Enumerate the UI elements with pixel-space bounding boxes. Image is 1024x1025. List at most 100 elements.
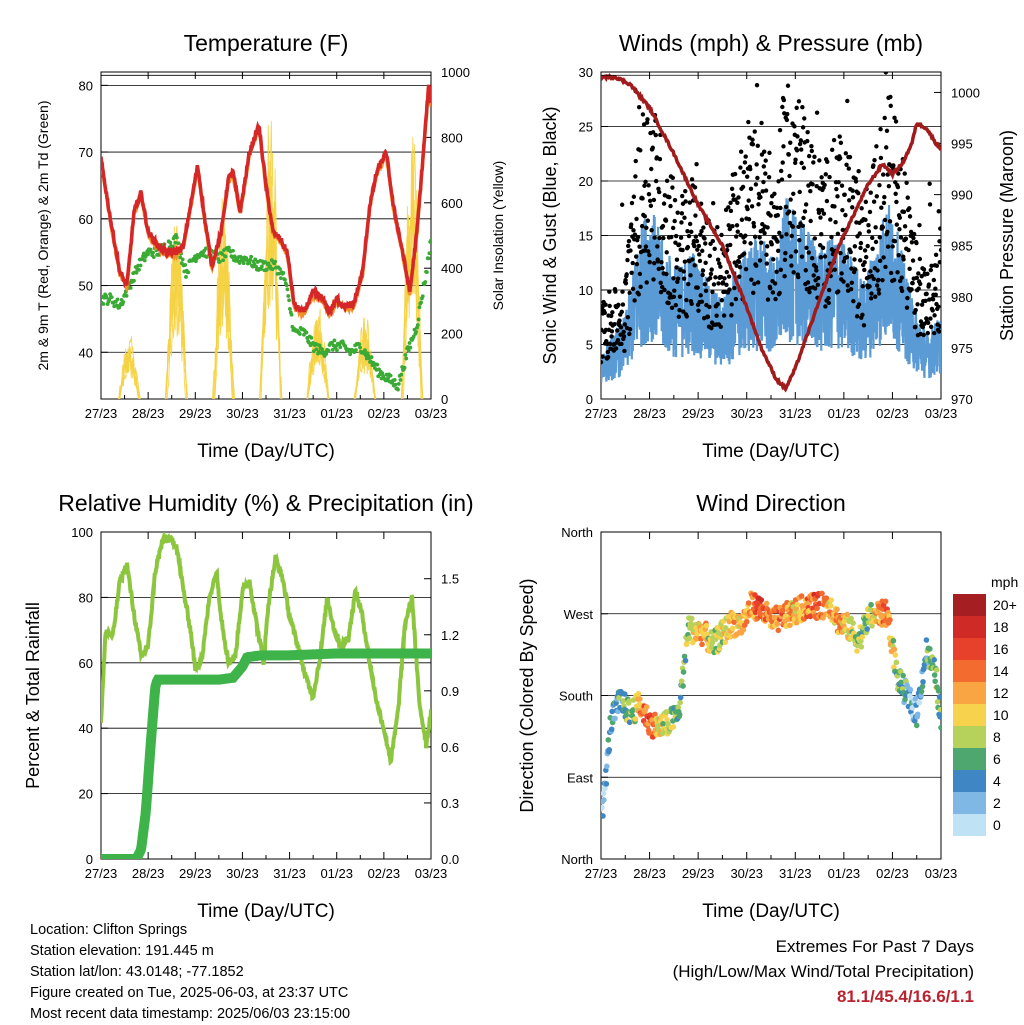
x-tick-label: 01/23 <box>828 866 861 881</box>
gust-point <box>882 194 887 200</box>
gust-point <box>707 304 712 310</box>
gust-point <box>805 280 811 285</box>
gust-point <box>739 217 745 222</box>
x-tick-label: 03/23 <box>415 866 448 881</box>
gust-point <box>692 185 698 190</box>
gust-point <box>775 239 780 244</box>
gust-point <box>689 177 695 182</box>
gust-point <box>823 172 828 177</box>
x-tick-label: 28/23 <box>132 866 165 881</box>
dewpoint-point <box>426 256 431 261</box>
dewpoint-point <box>278 267 282 271</box>
gust-point <box>762 149 767 154</box>
gust-point <box>920 324 926 330</box>
gust-point <box>840 227 845 233</box>
direction-point <box>622 691 628 697</box>
gust-point <box>801 165 807 171</box>
dewpoint-point <box>264 267 269 272</box>
y2-tick-label: 400 <box>441 261 463 276</box>
gust-point <box>901 209 907 215</box>
legend-swatch <box>953 726 986 748</box>
gust-point <box>893 119 899 124</box>
direction-point <box>605 737 612 743</box>
gust-point <box>845 283 850 288</box>
direction-point <box>601 813 606 819</box>
station-latlon: Station lat/lon: 43.0148; -77.1852 <box>30 964 244 980</box>
dewpoint-point <box>176 241 181 246</box>
gust-point <box>932 313 937 318</box>
gust-point <box>726 274 732 279</box>
gust-point <box>843 212 848 218</box>
gust-point <box>933 292 938 297</box>
gust-point <box>651 277 656 282</box>
legend-label: 16 <box>993 641 1009 657</box>
gust-point <box>664 250 669 255</box>
gust-point <box>668 203 673 209</box>
gust-point <box>835 194 840 199</box>
gust-point <box>842 192 847 197</box>
y-tick-label: 70 <box>79 145 93 160</box>
gust-point <box>697 252 702 257</box>
direction-point <box>779 607 786 614</box>
gust-point <box>918 319 924 324</box>
legend-swatch <box>953 616 986 638</box>
gust-point <box>613 346 619 351</box>
dewpoint-point <box>320 347 324 352</box>
gust-point <box>822 182 827 188</box>
direction-point <box>626 698 632 705</box>
gust-point <box>874 283 880 288</box>
gust-point <box>849 280 855 285</box>
gust-point <box>881 255 886 260</box>
gust-point <box>781 97 787 103</box>
gust-point <box>814 183 819 189</box>
direction-point <box>935 688 941 694</box>
gust-point <box>757 258 763 263</box>
gust-point <box>813 264 819 270</box>
gust-point <box>672 197 678 203</box>
dewpoint-point <box>363 348 367 353</box>
gust-point <box>626 243 631 249</box>
dewpoint-point <box>403 352 408 357</box>
gust-point <box>646 249 651 254</box>
direction-point <box>601 790 607 797</box>
gust-point <box>792 124 797 129</box>
direction-point <box>936 694 941 700</box>
gust-point <box>609 313 614 319</box>
gust-point <box>888 94 893 100</box>
gust-point <box>629 200 635 206</box>
gust-point <box>903 236 909 241</box>
gust-point <box>826 300 831 306</box>
gust-point <box>639 223 645 229</box>
gust-point <box>930 297 936 302</box>
gust-point <box>632 232 638 237</box>
gust-point <box>846 166 852 171</box>
gust-point <box>817 158 822 163</box>
gust-point <box>878 155 884 161</box>
dewpoint-point <box>424 270 429 275</box>
gust-point <box>790 224 796 229</box>
dewpoint-point <box>335 348 339 353</box>
direction-point <box>643 704 650 710</box>
gust-point <box>813 286 818 291</box>
direction-point <box>670 724 677 730</box>
y-tick-label: 80 <box>79 590 93 605</box>
gust-point <box>633 174 638 179</box>
gust-point <box>791 270 796 275</box>
gust-point <box>694 238 700 244</box>
gust-point <box>721 313 727 318</box>
direction-point <box>907 686 914 693</box>
gust-point <box>742 160 748 165</box>
gust-point <box>921 267 927 272</box>
gust-point <box>859 206 864 211</box>
gust-point <box>899 288 905 294</box>
gust-point <box>816 210 822 216</box>
gust-point <box>782 274 787 279</box>
gust-point <box>894 222 899 227</box>
gust-point <box>876 287 881 292</box>
dewpoint-point <box>369 355 374 360</box>
gust-point <box>847 154 853 160</box>
direction-point <box>635 691 642 697</box>
gust-point <box>618 332 623 337</box>
gust-point <box>814 268 819 273</box>
dewpoint-point <box>128 285 133 290</box>
